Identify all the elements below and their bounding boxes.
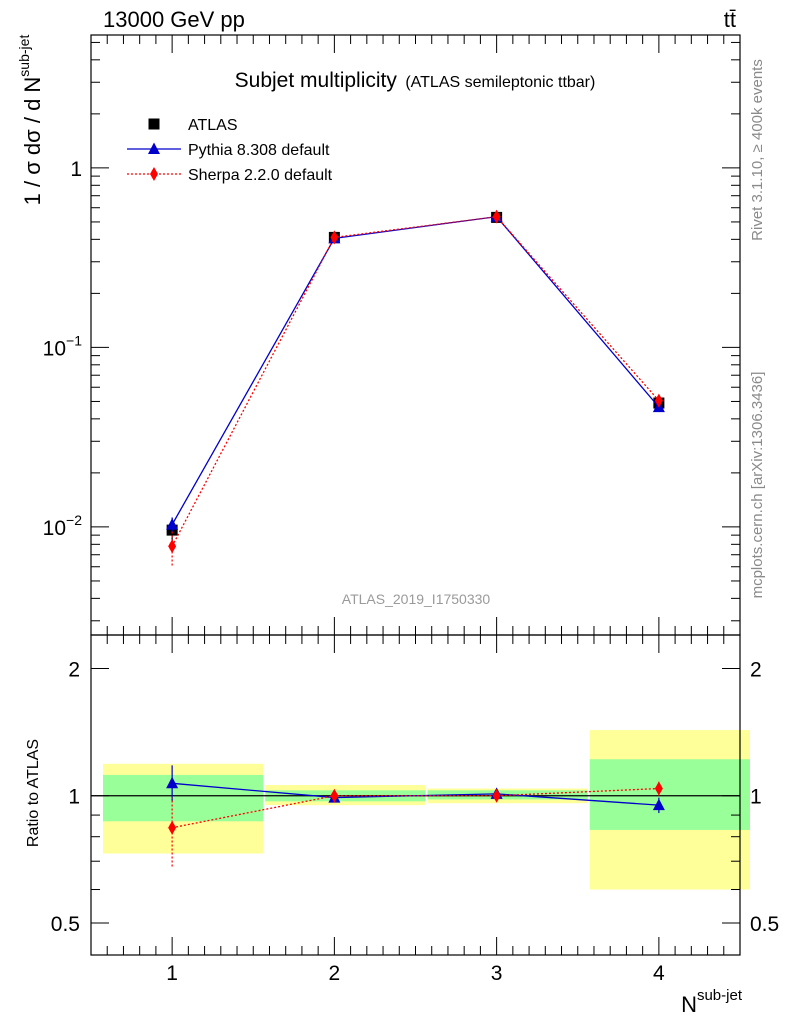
y-tick-label-exponent: −1 (66, 332, 82, 348)
x-axis-label-sup: sub-jet (697, 987, 743, 1004)
header-process-label: tt̄ (724, 7, 736, 32)
mcplots-reference-label: mcplots.cern.ch [arXiv:1306.3436] (749, 372, 766, 599)
data-point-diamond (168, 820, 177, 835)
main-series (166, 209, 665, 566)
legend: ATLAS Pythia 8.308 default Sherpa 2.2.0 de… (127, 117, 333, 184)
y-tick-label: 10−2 (43, 512, 83, 540)
data-point-diamond (330, 230, 339, 245)
main-y-axis-label-sup: sub-jet (16, 35, 32, 77)
plot-title-group: Subjet multiplicity (ATLAS semileptonic … (235, 69, 596, 92)
series-line (172, 782, 659, 806)
plot-subtitle: (ATLAS semileptonic ttbar) (405, 74, 595, 91)
ratio-axes: 0.5 0.5 1 1 2 2 1 2 3 4 (51, 635, 779, 985)
header-energy-label: 13000 GeV pp (103, 7, 245, 32)
y-tick-label-exponent: −2 (66, 512, 82, 528)
legend-entry-label: Pythia 8.308 default (188, 142, 330, 159)
ratio-y-tick-label-right: 0.5 (750, 913, 779, 936)
y-tick-label: 1 (70, 158, 82, 181)
data-point-diamond (654, 393, 663, 408)
data-point-diamond (492, 209, 501, 224)
rivet-version-label: Rivet 3.1.10, ≥ 400k events (749, 59, 766, 241)
ratio-y-tick-label-right: 2 (750, 658, 762, 681)
data-point-triangle (652, 798, 665, 811)
y-tick-label: 10−1 (43, 332, 83, 360)
x-tick-label: 3 (491, 962, 503, 985)
main-y-axis-label: 1 / σ dσ / d Nsub-jet (16, 35, 45, 206)
y-tick-label-base: 1 (70, 158, 82, 181)
ratio-y-tick-label: 1 (68, 786, 80, 809)
ratio-series (166, 765, 665, 867)
data-point-triangle (166, 518, 179, 530)
green-band (589, 759, 750, 830)
main-y-axis-label-text: 1 / σ dσ / d N (20, 77, 45, 206)
ratio-y-tick-label: 2 (68, 658, 80, 681)
series-line (171, 215, 660, 525)
analysis-watermark: ATLAS_2019_I1750330 (342, 591, 491, 607)
y-tick-label-base: 10 (43, 517, 66, 540)
data-point-diamond (168, 539, 177, 554)
data-point-square (148, 118, 160, 130)
ratio-uncertainty-bands (91, 730, 750, 890)
legend-entry-label: Sherpa 2.2.0 default (188, 167, 333, 184)
x-tick-label: 2 (329, 962, 341, 985)
data-point-triangle (166, 776, 179, 789)
x-axis-label: Nsub-jet (681, 987, 743, 1017)
data-point-triangle (148, 142, 160, 154)
x-tick-label: 1 (166, 962, 178, 985)
ratio-y-tick-label-right: 1 (750, 786, 762, 809)
y-tick-label-base: 10 (43, 337, 66, 360)
ratio-y-axis-label: Ratio to ATLAS (25, 739, 42, 847)
x-axis-label-text: N (681, 992, 697, 1017)
plot-title: Subjet multiplicity (235, 69, 398, 92)
data-point-diamond (654, 781, 663, 796)
series-line (171, 215, 660, 547)
data-point-diamond (150, 167, 158, 181)
series-line (171, 787, 659, 829)
main-axes: 10−210−11 (43, 35, 741, 635)
x-tick-label: 4 (653, 962, 665, 985)
data-point-diamond (492, 788, 501, 803)
green-band (103, 774, 264, 822)
data-point-diamond (330, 788, 339, 803)
ratio-y-tick-label: 0.5 (51, 913, 80, 936)
legend-entry-label: ATLAS (188, 117, 238, 134)
